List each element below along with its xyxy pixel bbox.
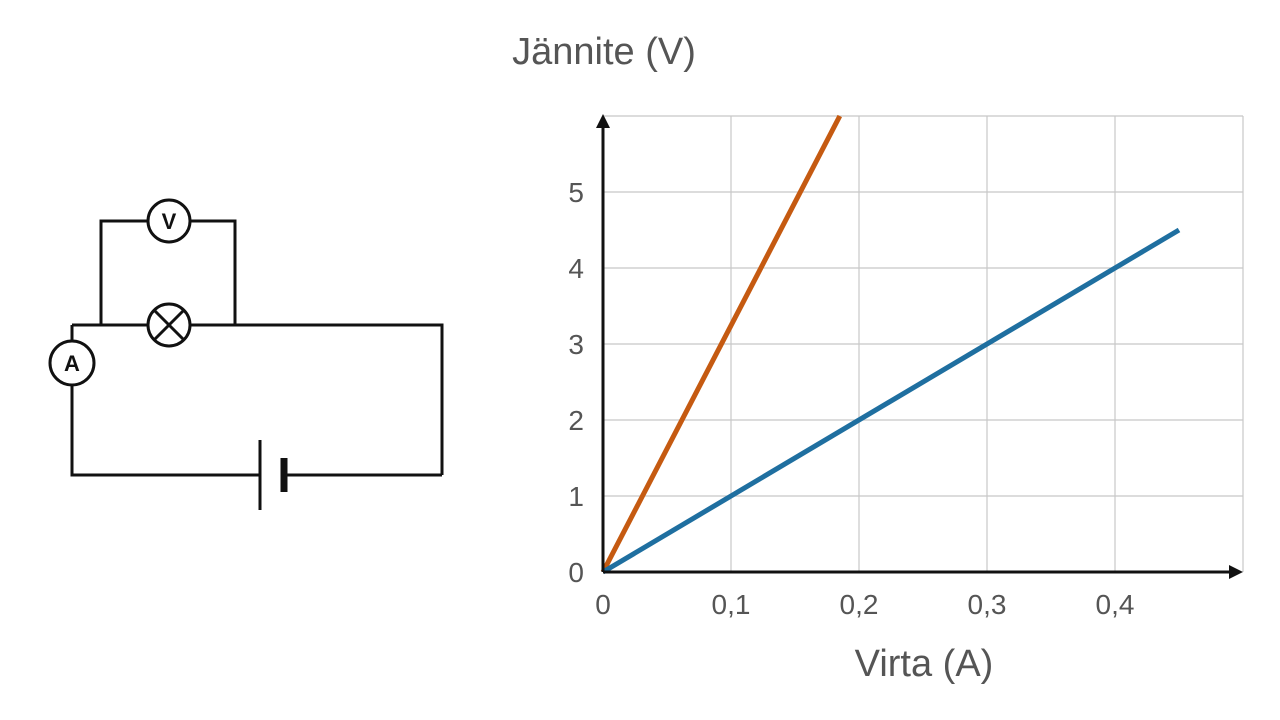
voltmeter-label: V	[162, 209, 177, 234]
x-axis-title: Virta (A)	[855, 643, 994, 685]
circuit-diagram	[48, 198, 444, 510]
y-axis-title: Jännite (V)	[512, 31, 696, 73]
left-wire	[70, 325, 442, 477]
y-tick-label: 0	[568, 557, 584, 588]
voltage-current-chart: 0 0,1 0,2 0,3 0,4 0 1 2 3 4 5	[568, 114, 1244, 620]
x-tick-label: 0,3	[968, 589, 1007, 620]
y-tick-label: 3	[568, 329, 584, 360]
x-tick-label: 0,1	[712, 589, 751, 620]
ammeter-icon	[48, 339, 96, 387]
x-tick-label: 0,4	[1096, 589, 1135, 620]
lamp-icon	[146, 302, 192, 348]
series-line-1	[600, 114, 843, 574]
series-layer	[600, 114, 1181, 575]
tick-labels: 0 0,1 0,2 0,3 0,4 0 1 2 3 4 5	[568, 177, 1134, 620]
ammeter-label: A	[64, 351, 80, 376]
y-tick-label: 1	[568, 481, 584, 512]
x-tick-label: 0	[595, 589, 611, 620]
axes	[596, 114, 1243, 579]
y-tick-label: 2	[568, 405, 584, 436]
series-line-2	[601, 227, 1181, 575]
x-axis-arrow-icon	[1229, 565, 1243, 579]
grid	[603, 115, 1244, 572]
y-tick-label: 4	[568, 253, 584, 284]
voltmeter-icon	[146, 198, 192, 244]
y-axis-arrow-icon	[596, 114, 610, 128]
voltmeter-branch-wire	[99, 219, 237, 325]
x-tick-label: 0,2	[840, 589, 879, 620]
top-wire	[72, 323, 444, 475]
battery-icon	[258, 440, 288, 510]
y-tick-label: 5	[568, 177, 584, 208]
